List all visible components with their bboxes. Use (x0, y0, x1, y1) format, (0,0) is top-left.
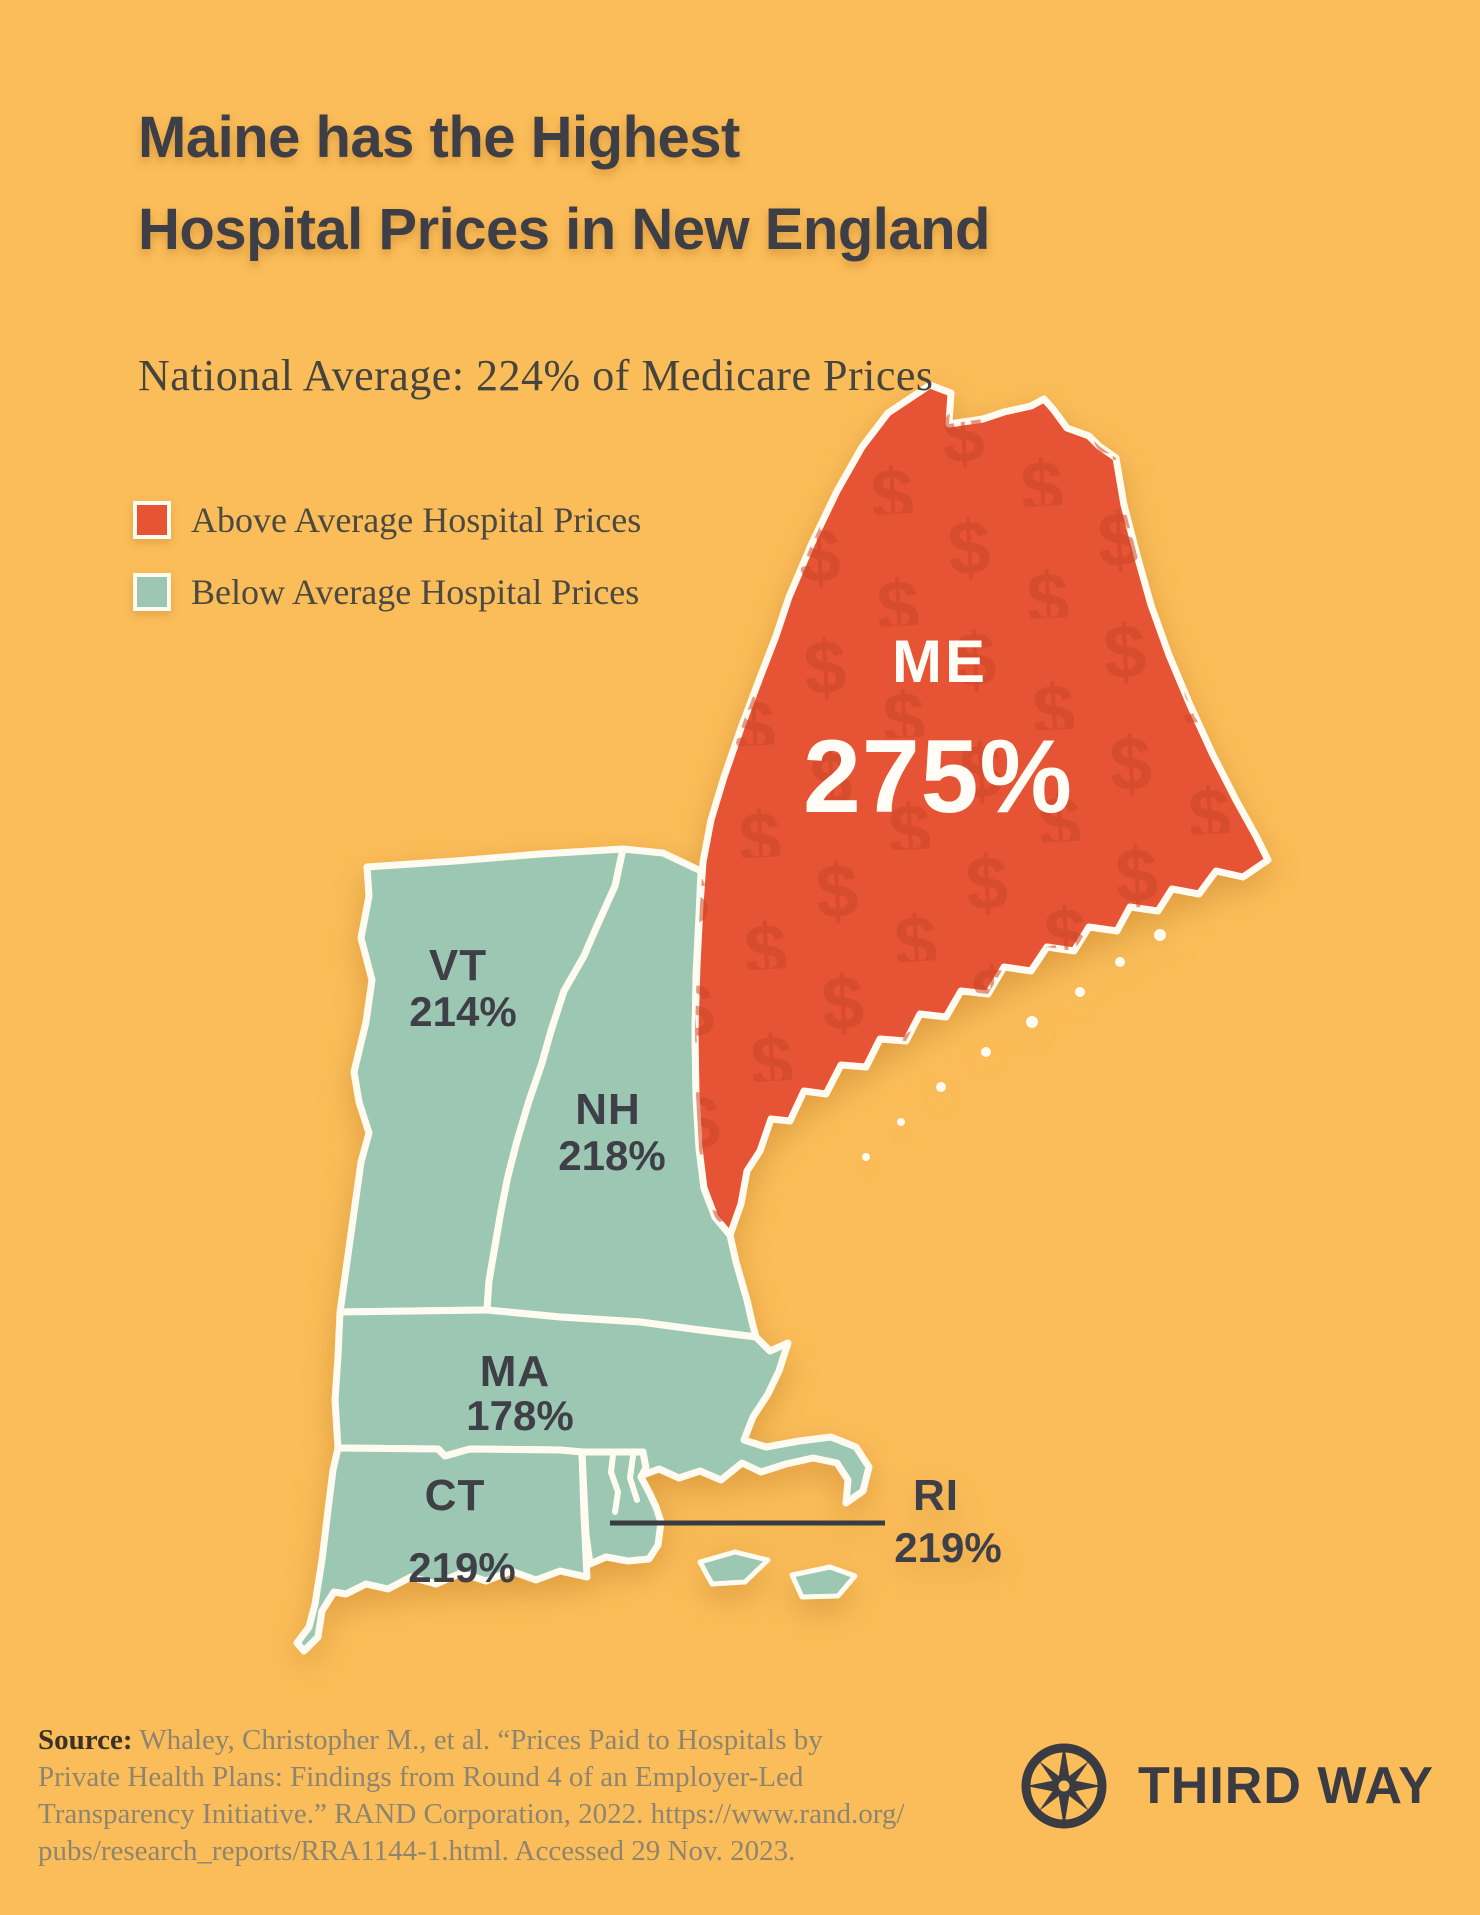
legend-item-above: Above Average Hospital Prices (133, 499, 641, 541)
source-citation: Source: Whaley, Christopher M., et al. “… (38, 1722, 958, 1870)
state-label-ma: MA (480, 1347, 550, 1396)
state-value-nh: 218% (558, 1132, 665, 1179)
source-line: Private Health Plans: Findings from Roun… (38, 1761, 804, 1793)
source-line: Transparency Initiative.” RAND Corporati… (38, 1798, 905, 1830)
third-way-wordmark: THIRD WAY (1138, 1757, 1434, 1815)
state-label-vt: VT (429, 941, 487, 990)
state-label-me: ME (892, 628, 988, 695)
page-title-line1: Maine has the Highest (138, 105, 740, 170)
state-value-vt: 214% (409, 988, 516, 1035)
subtitle: National Average: 224% of Medicare Price… (138, 351, 934, 400)
source-text: Whaley, Christopher M., et al. “Prices P… (139, 1724, 823, 1756)
state-label-nh: NH (575, 1085, 641, 1134)
compass-icon (1021, 1743, 1107, 1829)
source-line: pubs/research_reports/RRA1144-1.html. Ac… (38, 1835, 796, 1867)
legend-label-above: Above Average Hospital Prices (191, 500, 642, 540)
narragansett-bay-inlets (626, 1453, 640, 1503)
island-marthas-vineyard (697, 1549, 771, 1587)
maine-coastal-islets (862, 929, 1166, 1161)
page-title-line2: Hospital Prices in New England (138, 197, 990, 262)
island-nantucket (789, 1564, 858, 1600)
state-shape-ri (578, 1448, 665, 1568)
legend-swatch-above (133, 501, 171, 539)
legend-item-below: Below Average Hospital Prices (133, 571, 641, 613)
header: Maine has the Highest Hospital Prices in … (138, 92, 990, 276)
state-value-me: 275% (803, 719, 1073, 835)
page-title: Maine has the Highest Hospital Prices in … (138, 92, 990, 276)
state-shape-ct (293, 1444, 591, 1655)
state-value-ma: 178% (466, 1392, 573, 1439)
legend: Above Average Hospital Prices Below Aver… (133, 499, 641, 643)
state-label-ct: CT (425, 1471, 486, 1520)
legend-swatch-below (133, 573, 171, 611)
state-value-ri: 219% (894, 1524, 1001, 1571)
source-line: Source: Whaley, Christopher M., et al. “… (38, 1722, 958, 1759)
source-label: Source: (38, 1724, 133, 1756)
third-way-logo: THIRD WAY (1018, 1734, 1434, 1838)
narragansett-bay-inlets (607, 1452, 622, 1515)
state-value-ct: 219% (408, 1544, 515, 1591)
state-label-ri: RI (913, 1471, 959, 1520)
legend-label-below: Below Average Hospital Prices (191, 572, 640, 612)
